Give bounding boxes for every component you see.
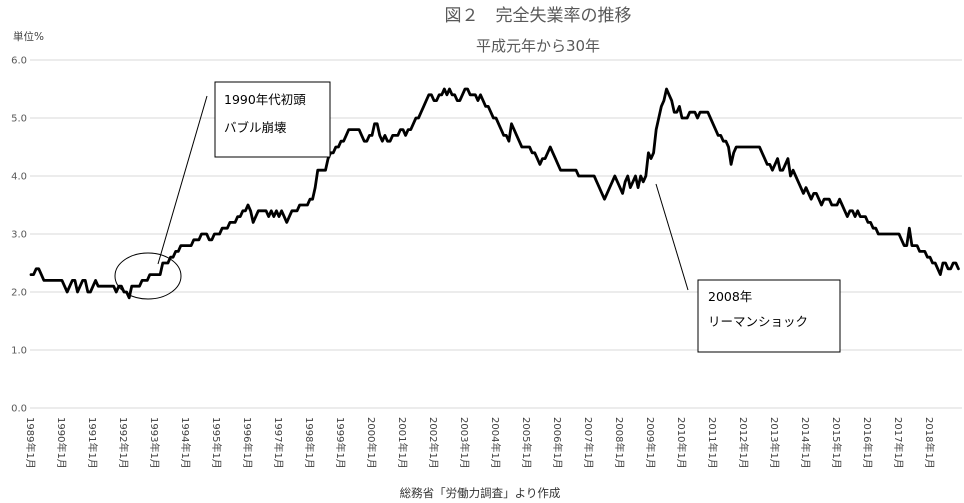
x-tick-label: 2001年1月 [396, 417, 409, 469]
x-tick-label: 2014年1月 [799, 417, 812, 469]
x-tick-label: 2010年1月 [675, 417, 688, 469]
bubble-collapse-annotation-line1: 1990年代初頭 [224, 92, 306, 107]
x-tick-label: 1993年1月 [148, 417, 161, 469]
source-note: 総務省「労働力調査」より作成 [400, 486, 561, 500]
y-tick-label: 3.0 [11, 230, 27, 241]
x-tick-label: 2018年1月 [923, 417, 936, 469]
y-tick-label: 5.0 [11, 114, 27, 125]
x-tick-label: 2005年1月 [520, 417, 533, 469]
bubble-collapse-pointer-line [157, 95, 208, 265]
y-tick-label: 0.0 [11, 404, 27, 415]
x-tick-label: 1998年1月 [303, 417, 316, 469]
x-tick-label: 2012年1月 [737, 417, 750, 469]
y-tick-label: 4.0 [11, 172, 27, 183]
gridlines [30, 59, 962, 409]
y-axis-unit-label: 単位% [13, 30, 44, 43]
x-tick-label: 2007年1月 [582, 417, 595, 469]
series-line-unemployment-rate [29, 87, 960, 300]
bubble-collapse-annotation-box [214, 81, 331, 158]
x-tick-label: 1999年1月 [334, 417, 347, 469]
x-tick-label: 1989年1月 [24, 417, 37, 469]
bubble-collapse-highlight-ellipse [114, 252, 182, 300]
x-tick-label: 2015年1月 [830, 417, 843, 469]
chart-title: 図２ 完全失業率の推移 [445, 6, 632, 26]
x-tick-label: 2002年1月 [427, 417, 440, 469]
x-tick-label: 2004年1月 [489, 417, 502, 469]
y-tick-label: 1.0 [11, 346, 27, 357]
y-axis-tick-labels: 0.0 1.0 2.0 3.0 4.0 5.0 6.0 [11, 56, 27, 415]
y-tick-label: 6.0 [11, 56, 27, 67]
x-tick-label: 2008年1月 [613, 417, 626, 469]
x-axis-tick-labels: 1989年1月 1990年1月 1991年1月 1992年1月 1993年1月 1994年… [24, 417, 936, 469]
x-tick-label: 2006年1月 [551, 417, 564, 469]
x-tick-label: 1991年1月 [86, 417, 99, 469]
x-tick-label: 2000年1月 [365, 417, 378, 469]
x-tick-label: 1996年1月 [241, 417, 254, 469]
lehman-shock-pointer-line [655, 183, 689, 291]
lehman-shock-annotation-line1: 2008年 [708, 289, 752, 304]
x-tick-label: 2009年1月 [644, 417, 657, 469]
x-tick-label: 1997年1月 [272, 417, 285, 469]
x-tick-label: 1994年1月 [179, 417, 192, 469]
x-tick-label: 2013年1月 [768, 417, 781, 469]
lehman-shock-annotation-line2: リーマンショック [708, 314, 808, 329]
x-tick-label: 2003年1月 [458, 417, 471, 469]
x-tick-label: 1990年1月 [55, 417, 68, 469]
chart-subtitle: 平成元年から30年 [476, 37, 600, 55]
x-tick-label: 2011年1月 [706, 417, 719, 469]
x-tick-label: 2016年1月 [861, 417, 874, 469]
x-tick-label: 2017年1月 [892, 417, 905, 469]
bubble-collapse-annotation-line2: バブル崩壊 [224, 120, 287, 135]
x-tick-label: 1995年1月 [210, 417, 223, 469]
x-tick-label: 1992年1月 [117, 417, 130, 469]
y-tick-label: 2.0 [11, 288, 27, 299]
lehman-shock-annotation-box [697, 279, 841, 353]
